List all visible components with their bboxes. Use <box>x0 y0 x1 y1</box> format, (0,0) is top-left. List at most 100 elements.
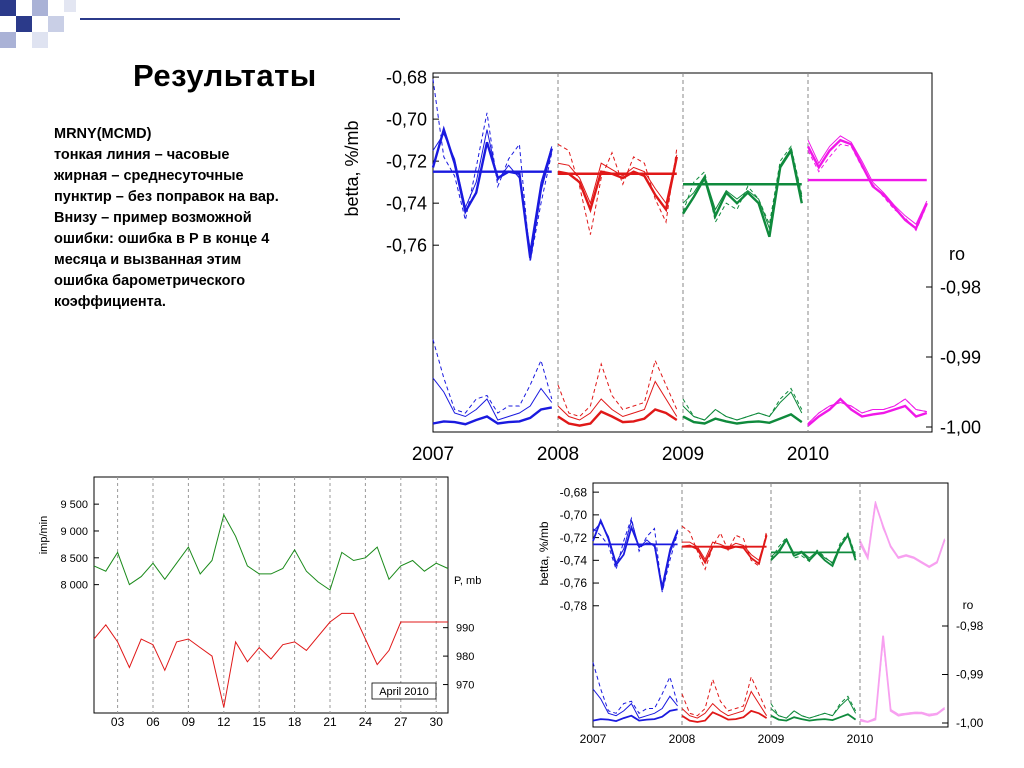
ro-thin-line <box>770 697 857 719</box>
betta-dashed-line <box>770 531 857 565</box>
betta-thick-line <box>770 533 857 568</box>
betta-tick-label: -0,68 <box>386 67 427 87</box>
betta-thin-line <box>770 533 857 564</box>
ro-thick-line <box>432 406 553 426</box>
ro-tick-label: -1,00 <box>956 716 984 730</box>
ro-tick-label: -0,98 <box>940 277 981 297</box>
p-axis-label: P, mb <box>454 575 481 587</box>
ro-dashed-line <box>432 339 553 414</box>
ro-dashed-line <box>557 358 678 418</box>
ro-thick-line <box>557 408 678 427</box>
ro-thin-line <box>557 380 678 421</box>
description-line: MRNY(MCMD) <box>54 126 152 142</box>
imp-axis-label: imp/min <box>38 516 50 555</box>
betta-tick-label: -0,70 <box>386 109 427 129</box>
ro-thin-line <box>859 640 945 723</box>
ro-tick-label: -1,00 <box>940 417 981 437</box>
ro-thin-line <box>592 688 678 719</box>
betta-tick-label: -0,72 <box>560 531 588 545</box>
description-line: коэффициента. <box>54 294 166 310</box>
p-tick-label: 970 <box>456 680 474 692</box>
annotation-box <box>371 682 437 700</box>
betta-thick-line <box>431 125 553 258</box>
x-tick-label: 30 <box>430 715 444 729</box>
p-tick-label: 980 <box>456 651 474 663</box>
ro-dashed-line <box>859 640 945 723</box>
betta-thick-line <box>681 147 803 238</box>
x-tick-label: 12 <box>217 715 231 729</box>
betta-tick-label: -0,68 <box>560 485 588 499</box>
ro-thin-line <box>432 377 553 421</box>
ro-axis-label: ro <box>949 244 965 264</box>
ro-tick-label: -0,99 <box>956 668 984 682</box>
imp-line <box>93 513 449 591</box>
x-tick-label: 03 <box>111 715 125 729</box>
betta-axis-label: betta, %/mb <box>342 120 362 216</box>
description-line: Внизу – пример возможной <box>54 210 252 226</box>
corner-decoration <box>0 0 400 50</box>
x-tick-label: 2008 <box>669 732 696 746</box>
betta-tick-label: -0,70 <box>560 508 588 522</box>
x-tick-label: 2009 <box>662 444 704 465</box>
x-tick-label: 18 <box>288 715 302 729</box>
ro-thick-line <box>770 713 857 722</box>
slide-description: MRNY(MCMD) тонкая линия – часовые жирная… <box>54 124 354 313</box>
x-tick-label: 2007 <box>580 732 607 746</box>
betta-dashed-line <box>681 525 768 571</box>
imp-tick-label: 9 500 <box>60 499 88 511</box>
betta-thick-line <box>806 138 928 231</box>
betta-tick-label: -0,74 <box>386 193 427 213</box>
imp-tick-label: 9 000 <box>60 526 88 538</box>
x-tick-label: 2008 <box>537 444 579 465</box>
betta-thick-line <box>859 503 946 569</box>
x-tick-label: 2010 <box>847 732 874 746</box>
x-tick-label: 2007 <box>412 444 454 465</box>
betta-thin-line <box>807 135 928 225</box>
betta-tick-label: -0,72 <box>386 151 427 171</box>
annotation-label: April 2010 <box>379 686 429 698</box>
x-tick-label: 06 <box>146 715 160 729</box>
description-line: пунктир – без поправок на вар. <box>54 189 279 205</box>
ro-dashed-line <box>681 675 768 717</box>
slide-title: Результаты <box>133 58 317 93</box>
x-tick-label: 2009 <box>758 732 785 746</box>
x-tick-label: 15 <box>253 715 267 729</box>
description-line: тонкая линия – часовые <box>54 147 230 163</box>
pressure-line <box>93 612 448 708</box>
ro-axis-label: ro <box>963 598 974 612</box>
betta-thick-line <box>557 156 678 214</box>
x-tick-label: 21 <box>323 715 337 729</box>
betta-tick-label: -0,76 <box>560 576 588 590</box>
ro-thick-line <box>807 397 928 427</box>
betta-thick-line <box>592 518 679 591</box>
betta-tick-label: -0,76 <box>386 235 427 255</box>
betta-tick-label: -0,78 <box>560 599 588 613</box>
betta-tick-label: -0,74 <box>560 554 588 568</box>
description-line: ошибка барометрического <box>54 273 246 289</box>
x-tick-label: 24 <box>359 715 373 729</box>
betta-axis-label: betta, %/mb <box>537 521 551 585</box>
x-tick-label: 27 <box>394 715 408 729</box>
ro-thin-line <box>807 398 927 424</box>
betta-dashed-line <box>682 145 803 226</box>
ro-thick-line <box>859 635 946 723</box>
ro-thin-line <box>682 391 803 421</box>
ro-thin-line <box>681 690 768 719</box>
description-line: жирная – среднесуточные <box>54 168 244 184</box>
ro-thick-line <box>682 413 803 425</box>
ro-thick-line <box>592 708 678 723</box>
ro-thick-line <box>681 709 768 723</box>
plot-frame <box>93 476 449 714</box>
imp-tick-label: 8 000 <box>60 580 88 592</box>
ro-tick-label: -0,98 <box>956 619 984 633</box>
x-tick-label: 2010 <box>787 444 829 465</box>
ro-dashed-line <box>770 695 857 719</box>
description-line: месяца и вызванная этим <box>54 252 242 268</box>
p-tick-label: 990 <box>456 623 474 635</box>
imp-tick-label: 8 500 <box>60 553 88 565</box>
x-tick-label: 09 <box>182 715 196 729</box>
description-line: ошибки: ошибка в Р в конце 4 <box>54 231 270 247</box>
